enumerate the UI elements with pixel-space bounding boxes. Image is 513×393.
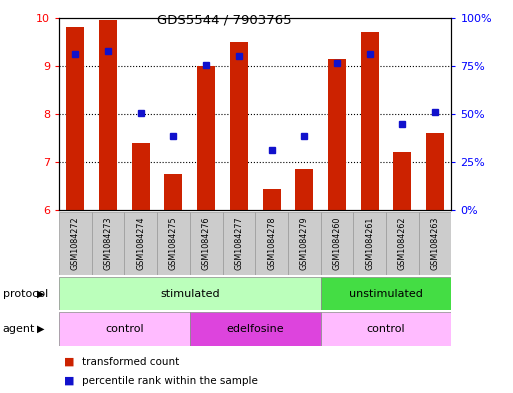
Bar	[255, 212, 288, 275]
Text: GSM1084279: GSM1084279	[300, 217, 309, 270]
Text: agent: agent	[3, 324, 35, 334]
Bar	[426, 133, 444, 210]
Text: edelfosine: edelfosine	[226, 324, 284, 334]
Bar	[197, 66, 215, 210]
Bar	[190, 212, 223, 275]
Bar	[321, 312, 451, 346]
Bar	[328, 59, 346, 210]
Text: GSM1084276: GSM1084276	[202, 217, 211, 270]
Text: GSM1084273: GSM1084273	[104, 217, 112, 270]
Bar	[393, 152, 411, 210]
Bar	[263, 189, 281, 210]
Bar	[230, 42, 248, 210]
Text: protocol: protocol	[3, 289, 48, 299]
Text: unstimulated: unstimulated	[349, 289, 423, 299]
Text: stimulated: stimulated	[160, 289, 220, 299]
Bar	[190, 312, 321, 346]
Bar	[99, 20, 117, 210]
Text: GSM1084263: GSM1084263	[430, 217, 440, 270]
Bar	[92, 212, 125, 275]
Text: ▶: ▶	[37, 324, 45, 334]
Bar	[419, 212, 451, 275]
Text: transformed count: transformed count	[82, 357, 180, 367]
Text: ■: ■	[64, 376, 74, 386]
Text: GSM1084260: GSM1084260	[332, 217, 342, 270]
Bar	[66, 27, 84, 210]
Text: GSM1084278: GSM1084278	[267, 217, 276, 270]
Text: control: control	[105, 324, 144, 334]
Bar	[321, 212, 353, 275]
Text: GSM1084275: GSM1084275	[169, 217, 178, 270]
Bar	[124, 212, 157, 275]
Bar	[132, 143, 150, 210]
Bar	[353, 212, 386, 275]
Bar	[288, 212, 321, 275]
Text: GSM1084272: GSM1084272	[71, 217, 80, 270]
Text: GSM1084261: GSM1084261	[365, 217, 374, 270]
Bar	[386, 212, 419, 275]
Bar	[59, 277, 321, 310]
Bar	[59, 312, 190, 346]
Bar	[157, 212, 190, 275]
Bar	[223, 212, 255, 275]
Text: GSM1084262: GSM1084262	[398, 217, 407, 270]
Text: ▶: ▶	[37, 289, 45, 299]
Text: GSM1084277: GSM1084277	[234, 217, 243, 270]
Bar	[361, 32, 379, 210]
Bar	[295, 169, 313, 210]
Bar	[165, 174, 183, 210]
Text: control: control	[367, 324, 405, 334]
Text: GDS5544 / 7903765: GDS5544 / 7903765	[156, 14, 291, 27]
Text: ■: ■	[64, 357, 74, 367]
Bar	[59, 212, 92, 275]
Text: percentile rank within the sample: percentile rank within the sample	[82, 376, 258, 386]
Text: GSM1084274: GSM1084274	[136, 217, 145, 270]
Bar	[321, 277, 451, 310]
